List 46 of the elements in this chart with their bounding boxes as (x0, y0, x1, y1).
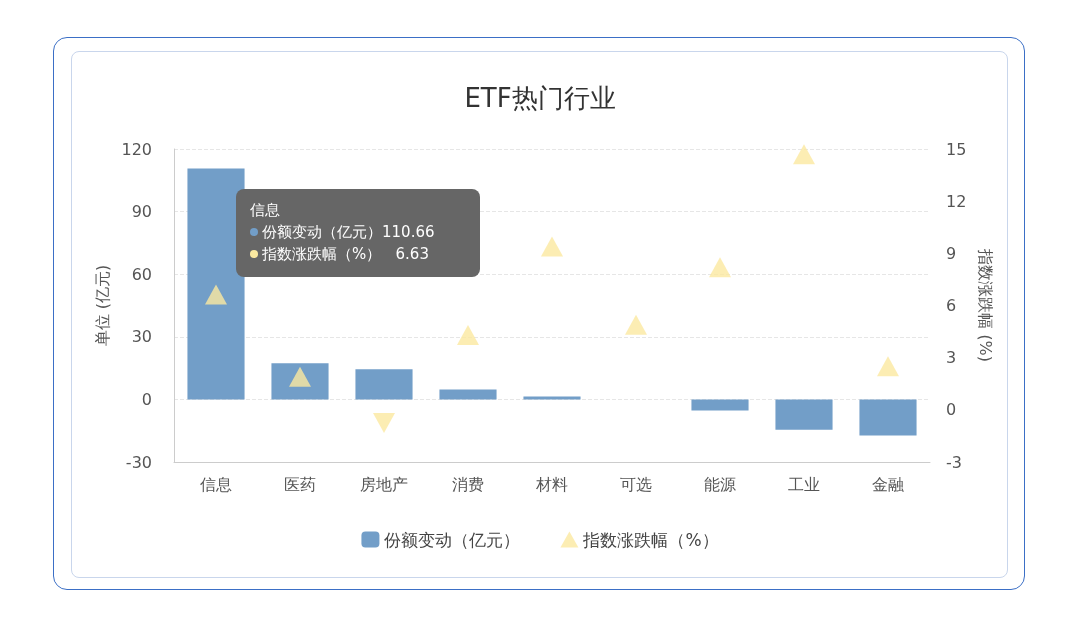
point (457, 325, 479, 346)
y2-tick-label: 15 (946, 139, 967, 159)
y2-tick-label: 6 (946, 296, 957, 315)
legend-label: 份额变动（亿元） (384, 529, 521, 550)
y-tick-label: 120 (121, 139, 152, 159)
point (709, 257, 731, 278)
x-tick-label: 房地产 (360, 474, 408, 494)
x-tick-label: 能源 (704, 474, 736, 494)
bar (187, 168, 245, 400)
bar (523, 396, 581, 400)
y2-tick-label: 9 (946, 243, 957, 263)
point (373, 412, 395, 433)
y-tick-label: 60 (131, 264, 152, 284)
legend-label: 指数涨跌幅（%） (582, 529, 719, 550)
x-tick-label: 可选 (620, 474, 652, 494)
y2-axis-title: 指数涨跌幅 (%) (975, 248, 995, 362)
bar (355, 369, 413, 400)
tooltip: 信息 份额变动（亿元）110.66 指数涨跌幅（%） 6.63 (236, 189, 480, 277)
x-tick-label: 信息 (200, 474, 232, 494)
y2-tick-label: 12 (946, 191, 967, 211)
bar (691, 399, 749, 411)
y-tick-label: 0 (141, 389, 152, 409)
x-tick-label: 消费 (452, 474, 484, 494)
annotation: 指数涨跌幅（%） 6.63 (262, 244, 429, 265)
chart-title: ETF热门行业 (464, 83, 616, 113)
y2-tick-label: 0 (946, 400, 957, 420)
bar (439, 389, 497, 400)
x-tick-label: 工业 (788, 474, 820, 494)
point (625, 314, 647, 335)
point (793, 144, 815, 165)
y-tick-label: 90 (131, 202, 152, 222)
y-tick-label: 30 (131, 327, 152, 347)
point (877, 356, 899, 377)
y2-tick-label: 3 (946, 348, 957, 368)
annotation: 份额变动（亿元）110.66 (262, 222, 435, 243)
annotation: 信息 (250, 200, 280, 221)
x-tick-label: 金融 (872, 474, 904, 494)
point (541, 236, 563, 257)
y-tick-label: -30 (125, 452, 152, 472)
bar (859, 399, 917, 436)
bar (775, 399, 833, 430)
x-tick-label: 医药 (284, 474, 316, 494)
y-axis-title: 单位 (亿元) (93, 264, 113, 347)
y2-tick-label: -3 (946, 452, 962, 472)
x-tick-label: 材料 (535, 474, 568, 494)
point (205, 284, 227, 305)
